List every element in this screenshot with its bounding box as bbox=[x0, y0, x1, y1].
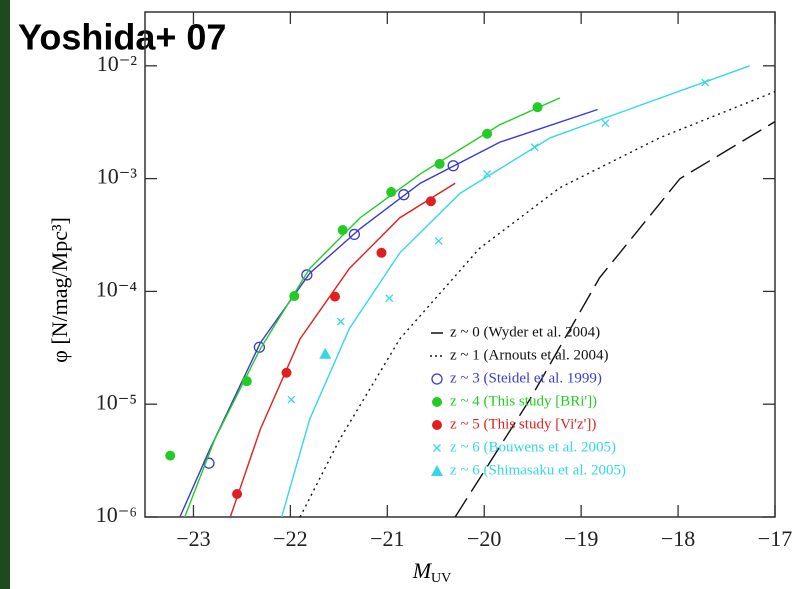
data-point bbox=[165, 450, 176, 461]
plot-frame bbox=[144, 11, 776, 518]
x-axis-label-main: M bbox=[412, 558, 433, 583]
data-point bbox=[483, 169, 492, 178]
data-point bbox=[386, 187, 397, 198]
data-point bbox=[301, 269, 313, 281]
data-point bbox=[482, 128, 493, 139]
legend-label: z ~ 0 (Wyder et al. 2004) bbox=[450, 324, 600, 340]
x-axis-label-sub: UV bbox=[431, 571, 451, 586]
y-tick-label: 10⁻³ bbox=[97, 164, 138, 189]
x-tick-label: −23 bbox=[176, 526, 210, 551]
legend-symbol bbox=[432, 397, 442, 407]
data-point bbox=[337, 225, 348, 236]
x-tick-label: −17 bbox=[758, 526, 792, 551]
legend-label: z ~ 6 (Bouwens et al. 2005) bbox=[450, 439, 616, 455]
y-axis-label: φ [N/mag/Mpc³] bbox=[47, 217, 72, 363]
x-tick-label: −20 bbox=[467, 526, 501, 551]
data-point bbox=[601, 119, 610, 128]
legend-symbol bbox=[432, 420, 442, 430]
y-tick-label: 10⁻⁵ bbox=[96, 389, 137, 414]
x-tick-label: −18 bbox=[661, 526, 695, 551]
data-point bbox=[434, 158, 445, 169]
legend-symbol bbox=[433, 444, 441, 452]
data-point bbox=[287, 395, 296, 404]
x-tick-label: −22 bbox=[273, 526, 307, 551]
fit-curve bbox=[299, 91, 775, 517]
data-point bbox=[232, 488, 243, 499]
legend-symbol bbox=[431, 373, 443, 385]
data-point bbox=[530, 143, 539, 152]
data-point bbox=[336, 317, 345, 326]
data-point bbox=[376, 247, 387, 258]
legend-label: z ~ 1 (Arnouts et al. 2004) bbox=[450, 347, 609, 363]
data-point bbox=[319, 347, 332, 359]
x-tick-label: −21 bbox=[370, 526, 404, 551]
x-axis-label: MUV bbox=[412, 558, 452, 586]
legend-label: z ~ 4 (This study [BRi']) bbox=[450, 393, 597, 409]
fit-curve bbox=[454, 121, 775, 517]
data-point bbox=[532, 102, 543, 113]
data-point bbox=[348, 228, 361, 241]
data-point bbox=[434, 237, 443, 245]
y-tick-label: 10⁻⁴ bbox=[96, 276, 138, 301]
data-point bbox=[398, 189, 410, 201]
y-tick-label: 10⁻⁶ bbox=[96, 502, 137, 527]
data-point bbox=[701, 78, 710, 87]
x-tick-label: −19 bbox=[564, 526, 598, 551]
fit-curve bbox=[280, 65, 751, 517]
fit-curve bbox=[229, 182, 456, 517]
data-point bbox=[447, 160, 459, 172]
data-point bbox=[281, 367, 292, 378]
legend-symbol bbox=[431, 465, 443, 476]
data-point bbox=[385, 294, 394, 303]
data-point bbox=[425, 196, 436, 207]
y-tick-label: 10⁻² bbox=[97, 51, 138, 76]
data-point bbox=[241, 376, 252, 387]
legend-label: z ~ 6 (Shimasaku et al. 2005) bbox=[450, 462, 626, 478]
data-point bbox=[289, 291, 300, 302]
slide-border bbox=[0, 0, 10, 589]
chart-title: Yoshida+ 07 bbox=[18, 17, 226, 58]
legend-label: z ~ 5 (This study [Vi'z']) bbox=[450, 416, 596, 432]
data-point bbox=[329, 291, 340, 302]
fit-curve bbox=[179, 108, 598, 517]
data-point bbox=[203, 457, 215, 469]
legend-label: z ~ 3 (Steidel et al. 1999) bbox=[450, 370, 602, 386]
